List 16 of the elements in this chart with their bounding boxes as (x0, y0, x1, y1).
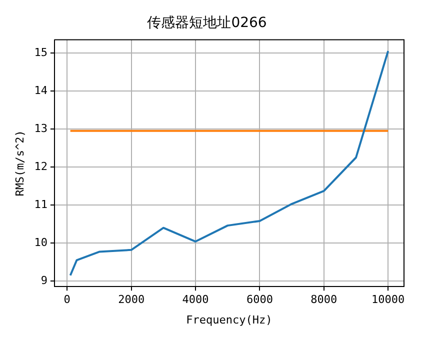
x-tick-label: 10000 (372, 293, 405, 306)
x-tick-label: 6000 (246, 293, 273, 306)
y-tick-label: 15 (34, 46, 48, 59)
y-tick-label: 12 (34, 160, 48, 173)
y-tick-label: 13 (34, 122, 48, 135)
y-tick-label: 10 (34, 236, 48, 249)
x-tick-label: 8000 (310, 293, 338, 306)
y-tick-label: 9 (40, 274, 48, 287)
y-tick-label: 14 (34, 84, 48, 97)
x-tick-label: 4000 (182, 293, 209, 306)
y-axis-title: RMS(m/s^2) (13, 130, 26, 196)
chart-title: 传感器短地址0266 (147, 15, 267, 32)
y-tick-label: 11 (34, 198, 48, 211)
x-tick-label: 0 (64, 293, 70, 306)
x-axis-title: Frequency(Hz) (186, 313, 272, 326)
x-tick-label: 2000 (118, 293, 145, 306)
